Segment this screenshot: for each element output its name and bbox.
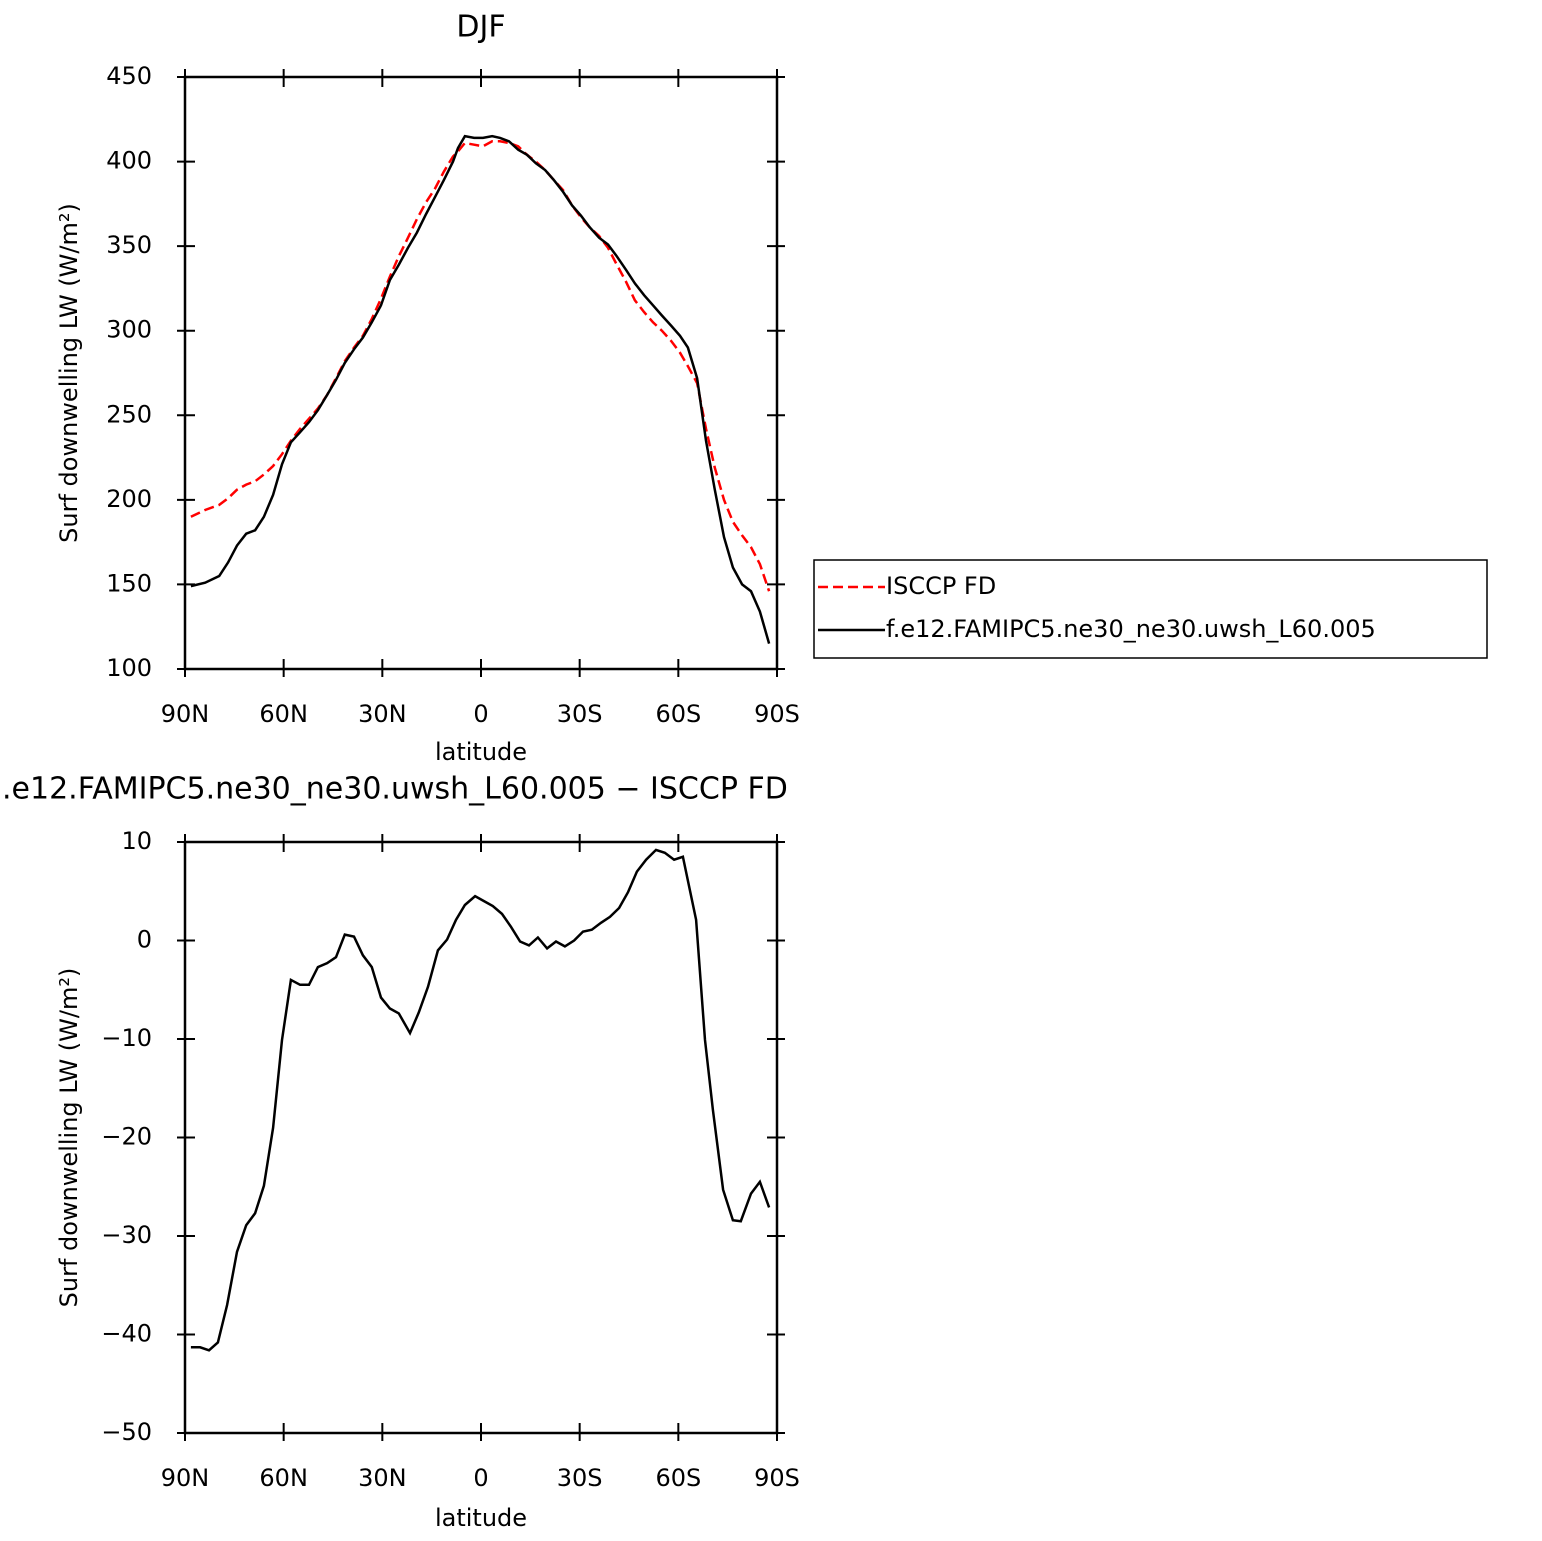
plot-frame <box>183 840 779 1435</box>
y-axis-label: Surf downwelling LW (W/m²) <box>55 203 83 543</box>
data-line <box>190 848 771 1352</box>
x-tick-label: 60N <box>259 700 308 728</box>
x-tick-label: 90N <box>161 700 210 728</box>
y-tick-label: 350 <box>106 231 152 259</box>
chart-title: DJF <box>456 10 505 45</box>
x-tick-label: 60S <box>655 700 701 728</box>
x-tick-label: 30N <box>358 1464 407 1492</box>
y-axis-label: Surf downwelling LW (W/m²) <box>55 968 83 1308</box>
y-tick-label: 10 <box>121 827 152 855</box>
plot-frame <box>183 75 779 671</box>
y-tick-label: 200 <box>106 485 152 513</box>
y-tick-label: 150 <box>106 569 152 597</box>
x-tick-label: 0 <box>473 1464 488 1492</box>
y-tick-label: 400 <box>106 147 152 175</box>
y-tick-label: 0 <box>137 926 152 954</box>
x-tick-label: 30N <box>358 700 407 728</box>
y-tick-label: −50 <box>101 1418 152 1446</box>
data-line <box>190 140 771 592</box>
legend-label: ISCCP FD <box>886 572 996 600</box>
chart-title: .e12.FAMIPC5.ne30_ne30.uwsh_L60.005 − IS… <box>2 772 788 807</box>
y-tick-label: −40 <box>101 1320 152 1348</box>
y-tick-label: −20 <box>101 1123 152 1151</box>
x-tick-label: 90S <box>754 700 800 728</box>
x-tick-label: 30S <box>557 700 603 728</box>
x-tick-label: 0 <box>473 700 488 728</box>
x-tick-label: 90S <box>754 1464 800 1492</box>
y-tick-label: 450 <box>106 62 152 90</box>
x-tick-label: 60N <box>259 1464 308 1492</box>
data-line <box>190 134 771 644</box>
y-tick-label: 300 <box>106 316 152 344</box>
x-tick-label: 60S <box>655 1464 701 1492</box>
x-tick-label: 30S <box>557 1464 603 1492</box>
y-tick-label: 100 <box>106 654 152 682</box>
legend-label: f.e12.FAMIPC5.ne30_ne30.uwsh_L60.005 <box>886 615 1376 643</box>
y-tick-label: −10 <box>101 1024 152 1052</box>
y-tick-label: −30 <box>101 1221 152 1249</box>
x-tick-label: 90N <box>161 1464 210 1492</box>
y-tick-label: 250 <box>106 400 152 428</box>
legend-box <box>813 559 1488 659</box>
x-axis-label: latitude <box>435 1504 527 1532</box>
x-axis-label: latitude <box>435 738 527 766</box>
